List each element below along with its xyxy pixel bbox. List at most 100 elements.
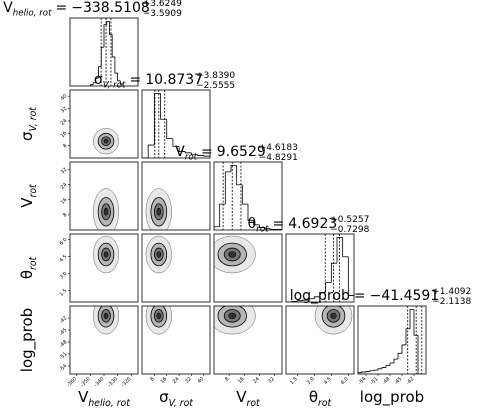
subscript: rot — [185, 153, 198, 163]
panel-frame — [69, 161, 139, 231]
minus-label: −3.5909 — [143, 9, 182, 19]
symbol: V — [18, 197, 36, 208]
y-tick-label: 40 — [60, 93, 69, 102]
hist-step — [401, 344, 406, 354]
separator: = — [201, 144, 213, 160]
hist-step — [264, 227, 271, 230]
y-tick-label: 32 — [60, 167, 69, 176]
x-tick-label: 40 — [196, 376, 205, 385]
hist-step — [178, 146, 186, 152]
subscript: V, rot — [28, 107, 39, 132]
panel-frame — [141, 233, 211, 303]
separator: = — [354, 288, 366, 304]
hist-step — [347, 256, 354, 296]
panel — [69, 17, 139, 87]
panel-title: Vhelio, rot = −338.5108 — [3, 0, 150, 19]
panel — [141, 305, 211, 375]
panel — [141, 233, 211, 303]
hist-step — [405, 328, 410, 345]
x-tick-label: 4.5 — [323, 376, 333, 386]
panel-inner — [93, 128, 119, 155]
x-tick-label: 6.0 — [340, 376, 350, 386]
axis-label: Vrot — [18, 184, 39, 208]
axis-label: σV, rot — [18, 107, 39, 141]
y-tick-label: -48 — [58, 339, 68, 349]
panel-inner — [145, 235, 172, 274]
panel-frame — [69, 17, 139, 87]
symbol: log_prob — [360, 388, 424, 407]
hist-step — [203, 155, 210, 157]
panel-inner — [145, 306, 172, 335]
contour — [103, 207, 109, 216]
x-tick-label: -48 — [381, 376, 391, 386]
hist-step — [98, 66, 102, 79]
axis-label: θrot — [309, 388, 332, 409]
contour — [156, 207, 162, 216]
x-tick-label: -54 — [357, 376, 367, 386]
separator: = — [56, 0, 68, 16]
hist-step — [385, 365, 390, 368]
hist-step — [103, 24, 107, 48]
hist-step — [358, 372, 362, 374]
y-tick-label: 16 — [60, 130, 69, 139]
panel-inner — [358, 306, 423, 374]
panel-inner — [93, 306, 119, 335]
hist-step — [111, 34, 115, 58]
panel-frame — [141, 305, 211, 375]
hist-step — [153, 93, 161, 146]
y-tick-label: 32 — [60, 106, 69, 115]
hist-step — [296, 300, 303, 302]
y-tick-label: -45 — [58, 327, 68, 337]
hist-step — [397, 352, 402, 360]
symbol: log_prob — [18, 308, 37, 372]
panel-inner — [314, 306, 353, 335]
y-tick-label: 1.5 — [59, 288, 69, 298]
panel — [141, 89, 211, 159]
symbol: V — [175, 144, 185, 160]
subscript: rot — [247, 398, 261, 409]
x-tick-label: 24 — [172, 376, 181, 385]
panel-frame — [285, 233, 355, 303]
hist-step — [95, 77, 99, 83]
axis-label: σV, rot — [159, 388, 193, 409]
hist-step — [270, 228, 277, 230]
symbol: V — [236, 388, 247, 406]
contour — [330, 312, 337, 319]
symbol: θ — [18, 270, 36, 279]
hist-step — [90, 84, 94, 86]
subscript: rot — [256, 225, 269, 235]
subscript: V, rot — [169, 398, 194, 409]
hist-step — [417, 335, 422, 374]
hist-step — [236, 165, 243, 186]
panel-inner — [214, 162, 282, 230]
contour — [103, 251, 109, 258]
x-tick-label: -42 — [405, 376, 415, 386]
panel-title: log_prob = −41.4591 — [290, 288, 440, 304]
symbol: V — [3, 0, 13, 16]
subscript: rot — [28, 184, 39, 198]
panel-title: Vrot = 9.6529 — [175, 144, 266, 163]
hist-step — [336, 236, 343, 264]
axis-label: Vrot — [236, 388, 260, 409]
hist-step — [160, 93, 167, 120]
hist-step — [413, 309, 418, 336]
panel-frame — [213, 305, 283, 375]
x-tick-label: -320 — [120, 376, 132, 388]
x-tick-label: 16 — [237, 376, 246, 385]
contour — [228, 251, 237, 258]
panel-inner — [93, 235, 119, 274]
subscript: rot — [28, 256, 39, 270]
panel-inner — [145, 188, 172, 230]
symbol: V — [78, 388, 89, 406]
hist-step — [106, 20, 110, 25]
panel-frame — [357, 305, 427, 375]
panel — [69, 161, 139, 231]
hist-step — [381, 367, 386, 369]
hist-step — [330, 262, 337, 283]
hist-step — [147, 144, 155, 158]
hist-step — [172, 138, 180, 147]
median-label: 10.8737 — [145, 72, 203, 88]
panel — [285, 233, 355, 303]
y-tick-label: 24 — [60, 182, 69, 191]
